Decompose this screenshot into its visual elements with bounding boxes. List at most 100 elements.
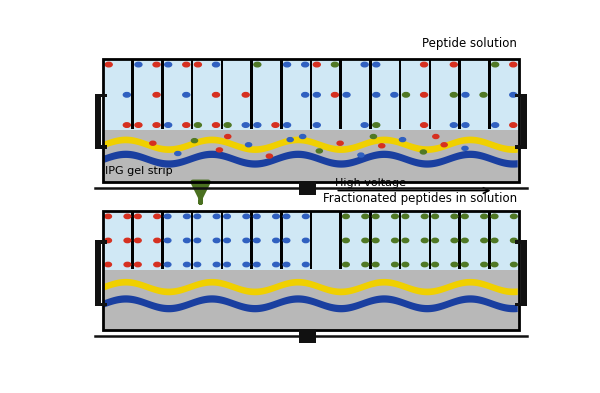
Circle shape (373, 123, 380, 127)
Circle shape (134, 214, 141, 219)
Circle shape (391, 92, 398, 97)
Circle shape (224, 263, 230, 267)
Circle shape (491, 238, 498, 242)
Bar (428, 61, 431, 129)
Circle shape (253, 238, 260, 242)
Circle shape (194, 62, 202, 67)
Circle shape (491, 214, 498, 219)
Circle shape (432, 263, 439, 267)
Circle shape (400, 138, 406, 141)
Circle shape (343, 238, 349, 242)
Bar (95, 303, 107, 306)
Circle shape (361, 123, 368, 127)
Circle shape (287, 138, 293, 141)
Circle shape (266, 154, 272, 158)
Circle shape (343, 92, 350, 97)
Circle shape (491, 62, 499, 67)
Circle shape (403, 92, 409, 97)
Circle shape (451, 263, 458, 267)
Circle shape (402, 214, 409, 219)
Text: Fractionated peptides in solution: Fractionated peptides in solution (323, 192, 517, 205)
Circle shape (194, 123, 202, 127)
Circle shape (362, 238, 368, 242)
Circle shape (480, 92, 487, 97)
Bar (310, 61, 312, 129)
Bar (103, 59, 519, 182)
Circle shape (302, 263, 309, 267)
Circle shape (461, 263, 468, 267)
Circle shape (164, 238, 171, 242)
Circle shape (441, 143, 447, 147)
Circle shape (402, 263, 409, 267)
Bar (340, 212, 342, 269)
Circle shape (224, 134, 231, 138)
Bar (299, 181, 316, 195)
Circle shape (164, 263, 171, 267)
Bar (95, 241, 107, 244)
Circle shape (245, 143, 251, 147)
Circle shape (164, 123, 172, 127)
Circle shape (283, 263, 290, 267)
Circle shape (194, 214, 200, 219)
Circle shape (243, 238, 250, 242)
Circle shape (432, 238, 439, 242)
Circle shape (491, 263, 498, 267)
Circle shape (373, 238, 379, 242)
Circle shape (451, 238, 458, 242)
Circle shape (184, 238, 190, 242)
Circle shape (373, 92, 380, 97)
Circle shape (421, 92, 428, 97)
Bar (488, 212, 491, 269)
Circle shape (461, 238, 468, 242)
Circle shape (154, 238, 160, 242)
Bar (521, 94, 527, 149)
Circle shape (194, 238, 200, 242)
Bar (161, 61, 164, 129)
Circle shape (135, 62, 142, 67)
Circle shape (421, 123, 428, 127)
Bar (221, 61, 223, 129)
Circle shape (313, 62, 320, 67)
Circle shape (373, 263, 379, 267)
Bar (399, 61, 401, 129)
Circle shape (153, 92, 160, 97)
Circle shape (273, 238, 280, 242)
Circle shape (283, 214, 290, 219)
Circle shape (224, 238, 230, 242)
Circle shape (150, 141, 156, 145)
Circle shape (313, 123, 320, 127)
Circle shape (124, 238, 131, 242)
Circle shape (183, 62, 190, 67)
Circle shape (481, 238, 487, 242)
Text: High voltage: High voltage (335, 178, 406, 188)
Bar (95, 241, 101, 306)
Bar (103, 130, 519, 182)
Circle shape (194, 263, 200, 267)
Bar (131, 61, 134, 129)
Circle shape (302, 214, 309, 219)
Bar (399, 212, 401, 269)
Circle shape (105, 263, 112, 267)
Circle shape (105, 62, 112, 67)
Circle shape (462, 123, 469, 127)
Bar (515, 241, 527, 244)
Circle shape (379, 144, 385, 148)
Bar (250, 61, 253, 129)
Circle shape (213, 238, 220, 242)
Bar (310, 212, 312, 269)
Bar (103, 270, 519, 330)
Bar (515, 94, 527, 97)
Circle shape (299, 134, 306, 138)
Bar (280, 61, 283, 129)
Circle shape (421, 263, 428, 267)
Circle shape (272, 123, 279, 127)
Circle shape (370, 134, 376, 138)
Circle shape (105, 238, 112, 242)
Circle shape (134, 263, 141, 267)
Circle shape (273, 214, 280, 219)
Bar (369, 212, 372, 269)
Circle shape (420, 150, 427, 154)
Circle shape (154, 214, 160, 219)
Circle shape (358, 153, 364, 157)
Circle shape (510, 123, 517, 127)
